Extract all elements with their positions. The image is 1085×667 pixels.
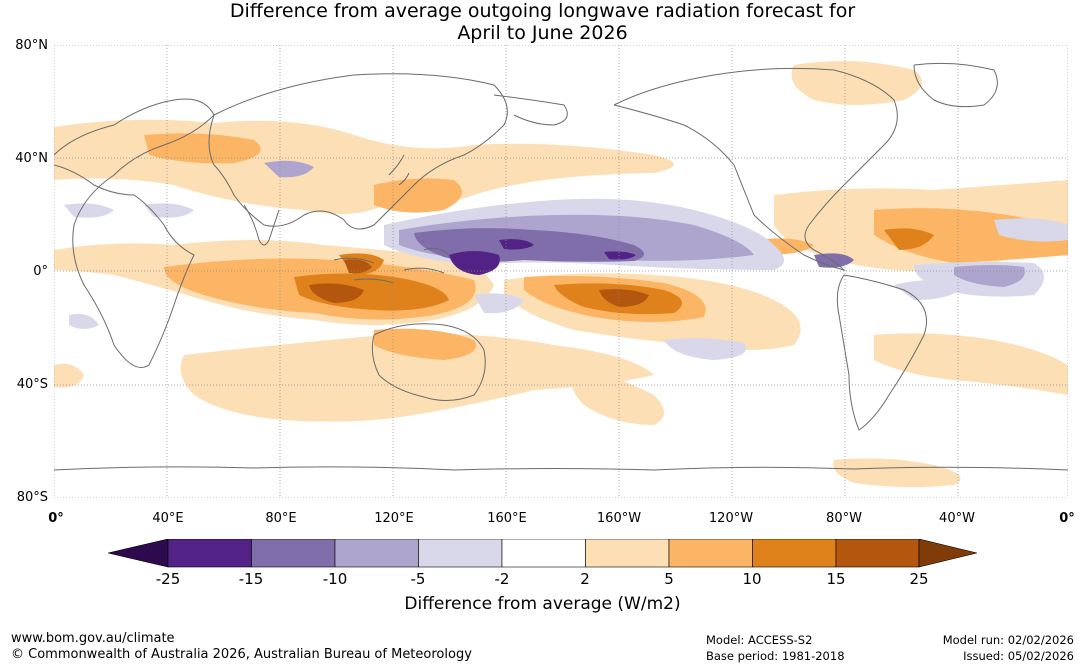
- lon-label-160w: 160°W: [596, 511, 642, 526]
- colorbar-segment: [167, 539, 252, 568]
- chart-title: Difference from average outgoing longwav…: [0, 0, 1085, 44]
- lon-label-80e: 80°E: [265, 511, 297, 526]
- lat-label-40s: 40°S: [16, 377, 48, 392]
- lon-label-160e: 160°E: [487, 511, 527, 526]
- model-name: Model: ACCESS-S2: [706, 633, 813, 647]
- colorbar-tick: -2: [494, 570, 510, 588]
- lon-label-0-right: 0°: [1059, 511, 1075, 526]
- negative-anomaly-extreme: [449, 239, 636, 275]
- positive-anomaly-extreme: [309, 259, 649, 307]
- colorbar-tick: -10: [322, 570, 348, 588]
- website-link[interactable]: www.bom.gov.au/climate: [11, 631, 175, 646]
- lon-label-120w: 120°W: [708, 511, 754, 526]
- colorbar-tick: -15: [238, 570, 264, 588]
- colorbar-arrow-high: [918, 539, 978, 568]
- model-run-date: Model run: 02/02/2026: [942, 633, 1074, 647]
- colorbar-tick: 25: [909, 570, 929, 588]
- lat-label-80n: 80°N: [15, 38, 48, 53]
- lon-label-80w: 80°W: [826, 511, 862, 526]
- positive-anomaly-medium: [144, 133, 1068, 360]
- colorbar-tick: 10: [742, 570, 762, 588]
- colorbar: [108, 539, 978, 568]
- colorbar-segment: [418, 539, 503, 568]
- lon-label-40e: 40°E: [152, 511, 184, 526]
- title-line-2: April to June 2026: [457, 22, 628, 44]
- lon-label-120e: 120°E: [374, 511, 414, 526]
- colorbar-segment: [668, 539, 753, 568]
- colorbar-segment: [585, 539, 670, 568]
- colorbar-arrow-low: [108, 539, 169, 568]
- colorbar-label: Difference from average (W/m2): [404, 594, 681, 614]
- olr-anomaly-map: [54, 45, 1068, 498]
- colorbar-tick: 5: [664, 570, 674, 588]
- colorbar-segment: [835, 539, 920, 568]
- title-line-1: Difference from average outgoing longwav…: [229, 0, 856, 22]
- colorbar-tick: -5: [410, 570, 426, 588]
- base-period: Base period: 1981-2018: [706, 649, 845, 663]
- colorbar-segment: [501, 539, 586, 568]
- copyright: © Commonwealth of Australia 2026, Austra…: [11, 647, 472, 662]
- lat-label-80s: 80°S: [16, 490, 48, 505]
- lon-label-0-left: 0°: [48, 511, 64, 526]
- colorbar-tick: 2: [580, 570, 590, 588]
- colorbar-tick: -25: [155, 570, 181, 588]
- lat-label-0: 0°: [33, 264, 48, 279]
- coastlines: [54, 62, 1068, 471]
- lat-label-40n: 40°N: [15, 151, 48, 166]
- colorbar-segment: [251, 539, 336, 568]
- lon-label-40w: 40°W: [939, 511, 975, 526]
- colorbar-tick: 15: [826, 570, 846, 588]
- graticule: [54, 45, 1068, 498]
- colorbar-segment: [752, 539, 837, 568]
- colorbar-segment: [334, 539, 419, 568]
- issued-date: Issued: 05/02/2026: [963, 649, 1074, 663]
